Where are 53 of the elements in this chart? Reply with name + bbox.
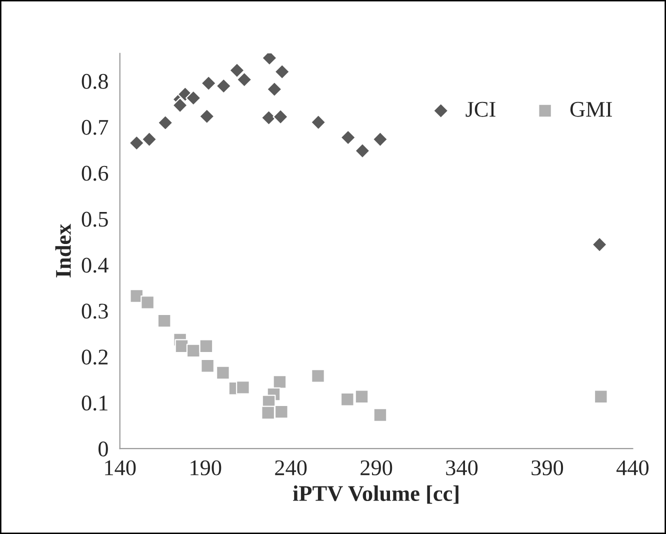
point <box>310 114 326 130</box>
point <box>236 72 252 88</box>
point <box>216 366 230 380</box>
x-tick-label: 140 <box>105 460 136 476</box>
point <box>272 108 288 125</box>
x-tick-label: 240 <box>275 460 307 476</box>
x-tick-label: 340 <box>446 460 478 476</box>
point <box>373 408 388 422</box>
point <box>261 406 276 420</box>
y-tick-label: 0.2 <box>82 350 108 365</box>
point <box>216 78 232 94</box>
point <box>172 97 188 114</box>
point <box>272 374 287 389</box>
point <box>229 62 245 78</box>
point <box>354 142 370 159</box>
point <box>274 404 288 419</box>
point <box>274 64 290 80</box>
x-tick-label: 390 <box>532 460 564 476</box>
x-axis-title: iPTV Volume [cc] <box>293 485 458 504</box>
y-tick-label: 0.7 <box>82 120 108 135</box>
point <box>199 108 215 124</box>
point <box>141 131 158 148</box>
point <box>340 130 356 146</box>
point <box>128 135 144 151</box>
y-tick-label: 0 <box>98 441 108 456</box>
point <box>186 90 202 106</box>
y-tick-label: 0.6 <box>82 166 108 181</box>
point <box>372 131 388 148</box>
x-tick-label: 290 <box>360 460 392 476</box>
y-tick-label: 0.8 <box>82 74 108 89</box>
y-tick-label: 0.1 <box>82 396 108 411</box>
y-tick-label: 0.3 <box>82 304 108 319</box>
point <box>594 390 608 404</box>
point <box>340 392 354 406</box>
y-tick-label: 0.5 <box>82 212 108 227</box>
point <box>311 369 325 383</box>
point <box>200 75 216 92</box>
point <box>354 390 369 404</box>
y-tick-label: 0.4 <box>82 258 108 273</box>
point <box>266 81 282 98</box>
point <box>140 295 155 310</box>
point <box>592 236 608 252</box>
legend-label: GMI <box>570 102 612 117</box>
x-tick-label: 440 <box>616 460 649 476</box>
point <box>200 358 215 373</box>
point <box>199 339 214 354</box>
legend-label: JCI <box>466 102 496 117</box>
point <box>236 380 250 394</box>
x-tick-label: 190 <box>190 460 222 476</box>
y-axis-title: Index <box>55 224 71 278</box>
point <box>158 114 174 131</box>
point <box>186 344 200 358</box>
point <box>157 314 172 328</box>
